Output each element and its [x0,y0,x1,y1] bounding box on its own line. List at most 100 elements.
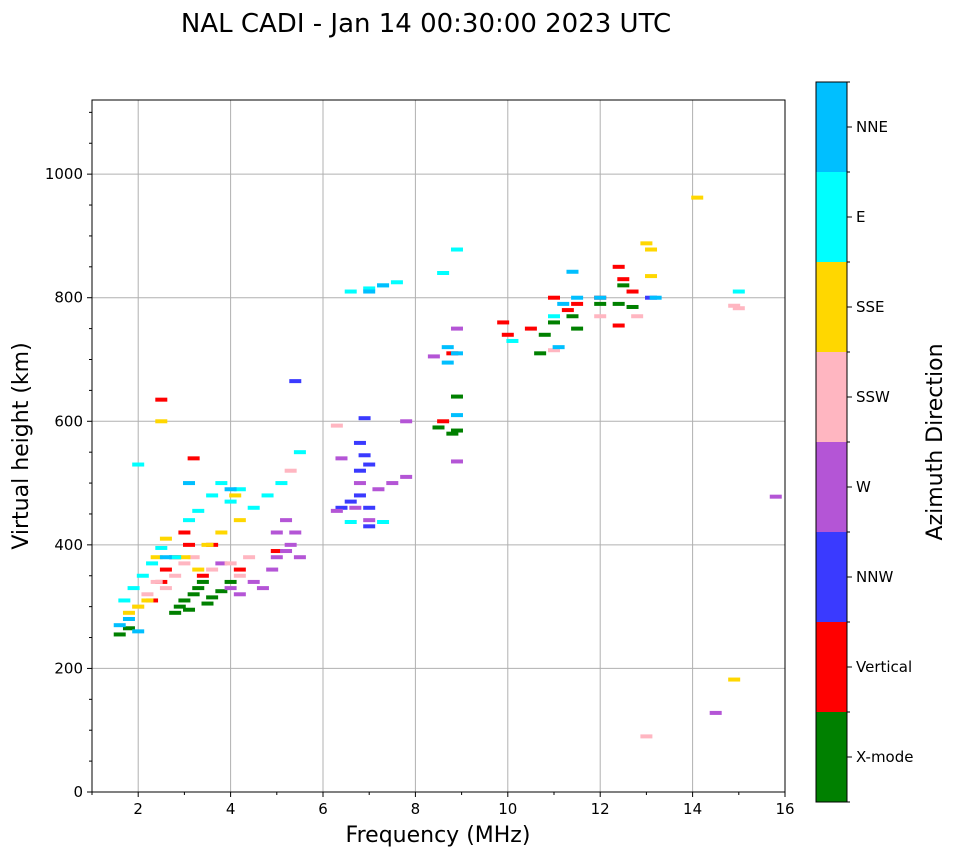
data-point [566,269,579,274]
data-point [335,505,348,510]
data-point [390,280,403,285]
data-point [233,573,246,578]
data-point [122,617,135,621]
data-point [136,573,149,578]
data-point [187,456,200,461]
data-point [358,453,371,458]
data-point [450,394,463,399]
data-point [196,579,209,584]
colorbar-swatch [816,352,847,442]
data-point [183,542,196,547]
data-point [631,314,644,319]
data-point [275,481,288,486]
series-sse [122,195,741,682]
data-point [506,338,519,343]
data-point [450,351,463,356]
data-point [215,561,228,566]
data-point [293,450,306,455]
data-point [155,419,168,424]
data-point [173,604,186,609]
data-point [127,586,140,591]
colorbar-label-x-mode: X-mode [856,748,913,766]
data-point [169,555,182,560]
data-point [233,487,246,492]
data-point [224,586,237,591]
data-point [732,289,745,294]
data-point [132,604,145,609]
data-point [437,271,450,275]
data-point [159,555,172,560]
data-point [155,397,168,402]
data-point [280,549,293,554]
data-point [626,304,639,309]
data-point [358,416,371,421]
data-point [363,518,376,523]
data-point [548,320,560,325]
data-point [284,542,297,547]
data-point [206,595,219,600]
data-point [150,579,163,584]
data-point [594,301,607,306]
data-point [229,493,242,498]
data-point [335,456,348,461]
data-point [501,332,514,337]
data-point [645,247,658,252]
data-point [247,579,260,584]
data-point [450,428,463,433]
colorbar-swatch [816,712,847,802]
data-point [353,468,366,473]
data-point [691,195,704,200]
x-tick-label: 10 [498,800,517,818]
data-point [192,508,205,513]
x-tick-label: 16 [775,800,794,818]
data-point [201,601,214,606]
x-tick-label: 12 [591,800,610,818]
data-point [446,431,459,436]
data-point [155,545,168,550]
colorbar-label: Azimuth Direction [923,343,948,540]
data-point [538,332,551,337]
data-point [141,592,154,597]
data-point [437,419,450,424]
data-point [192,567,205,572]
x-tick-label: 8 [411,800,421,818]
data-point [270,549,283,554]
x-tick-label: 2 [133,800,143,818]
data-point [206,493,219,498]
x-tick-label: 14 [683,800,702,818]
series-e [118,247,745,603]
data-point [113,623,126,628]
colorbar-swatch [816,622,847,712]
colorbar-label-nne: NNE [856,118,888,136]
data-point [534,351,547,356]
data-point [201,542,214,547]
colorbar-swatch [816,172,847,262]
data-point [215,481,228,486]
data-point [427,354,440,359]
data-point [571,301,584,306]
data-point [178,555,191,560]
data-point [566,314,579,319]
y-tick-label: 0 [73,783,83,801]
data-point [224,499,237,504]
data-point [330,423,343,428]
data-point [159,567,172,572]
data-point [169,573,182,578]
data-point [594,314,607,319]
data-point [266,567,279,572]
colorbar-label-ssw: SSW [856,388,890,406]
y-axis-label: Virtual height (km) [9,342,34,549]
chart-title: NAL CADI - Jan 14 00:30:00 2023 UTC [181,9,671,39]
data-point [640,241,653,246]
data-point [728,303,741,308]
colorbar-swatch [816,532,847,622]
colorbar-label-w: W [856,478,871,496]
data-point [132,462,145,467]
data-point [122,626,135,631]
data-point [732,306,745,311]
data-point [728,677,741,682]
data-point [363,462,376,467]
data-point [159,586,172,591]
colorbar-label-vertical: Vertical [856,658,912,676]
data-point [243,555,256,560]
